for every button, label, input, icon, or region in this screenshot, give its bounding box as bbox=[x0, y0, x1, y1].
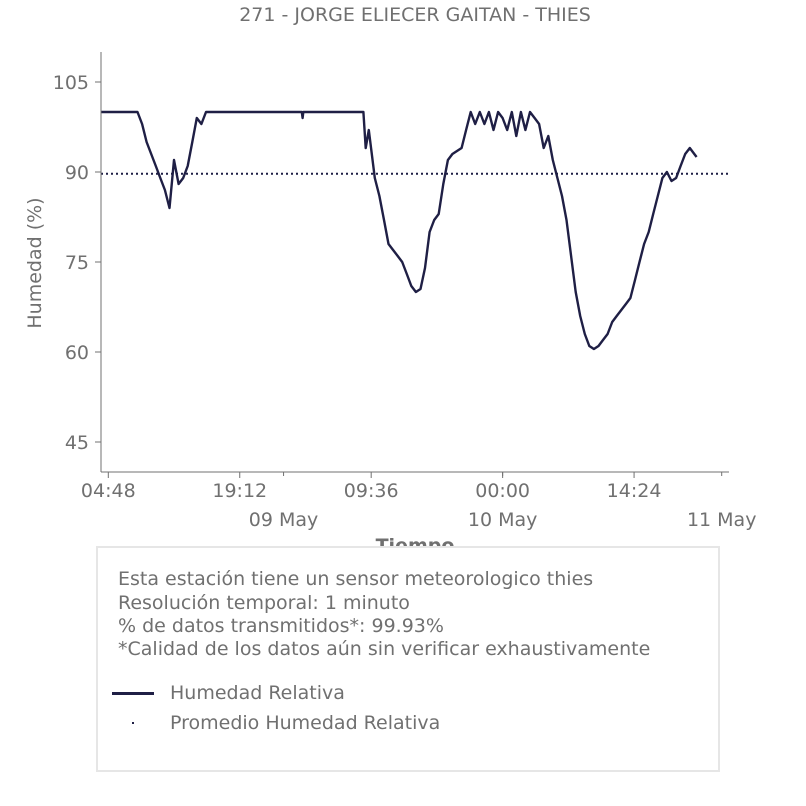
quality-note: *Calidad de los datos aún sin verificar … bbox=[118, 638, 651, 660]
x-tick-label: 09:36 bbox=[344, 480, 399, 502]
sensor-note: Esta estación tiene un sensor meteorolog… bbox=[118, 568, 594, 590]
chart-title: 271 - JORGE ELIECER GAITAN - THIES bbox=[239, 4, 591, 26]
humidity-chart: 271 - JORGE ELIECER GAITAN - THIES 45 60 7… bbox=[24, 4, 757, 557]
y-tick-label: 45 bbox=[65, 432, 89, 454]
legend-item-mean: Promedio Humedad Relativa bbox=[110, 711, 440, 735]
x-date-label: 11 May bbox=[687, 509, 757, 531]
legend-label-mean: Promedio Humedad Relativa bbox=[170, 712, 441, 734]
y-tick-label: 90 bbox=[65, 162, 89, 184]
x-date-label: 09 May bbox=[249, 509, 319, 531]
x-tick-label: 04:48 bbox=[81, 480, 136, 502]
legend-label-humidity: Humedad Relativa bbox=[170, 682, 345, 704]
x-tick-label: 14:24 bbox=[607, 480, 662, 502]
y-tick-label: 75 bbox=[65, 252, 89, 274]
x-tick-label: 19:12 bbox=[212, 480, 267, 502]
x-tick-label: 00:00 bbox=[475, 480, 530, 502]
y-tick-label: 60 bbox=[65, 342, 89, 364]
y-tick-label: 105 bbox=[53, 72, 89, 94]
legend-item-humidity: Humedad Relativa bbox=[110, 681, 345, 705]
transmission-note: % de datos transmitidos*: 99.93% bbox=[118, 615, 444, 637]
resolution-note: Resolución temporal: 1 minuto bbox=[118, 592, 410, 614]
info-legend-box: Esta estación tiene un sensor meteorolog… bbox=[96, 546, 720, 772]
y-axis-ticks: 45 60 75 90 105 bbox=[53, 72, 101, 454]
legend-dot-swatch bbox=[110, 711, 156, 735]
x-axis-ticks: 04:48 19:12 09:36 00:00 14:24 09 May 10 May 11 … bbox=[81, 472, 757, 531]
plot-area bbox=[101, 110, 729, 351]
legend-line-swatch bbox=[110, 681, 156, 705]
x-date-label: 10 May bbox=[468, 509, 538, 531]
series-line-humidity bbox=[101, 110, 698, 351]
y-axis-title: Humedad (%) bbox=[24, 197, 46, 328]
